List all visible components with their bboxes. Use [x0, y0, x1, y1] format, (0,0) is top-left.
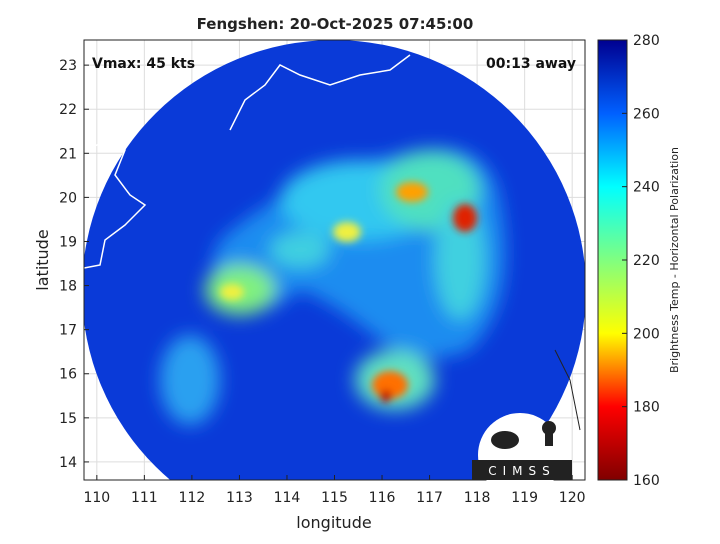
colorbar-tick-label: 260	[633, 106, 660, 122]
x-tick-label: 115	[321, 490, 348, 506]
x-tick-label: 116	[369, 490, 396, 506]
colorbar-tick-label: 160	[633, 473, 660, 489]
y-tick-label: 18	[59, 279, 77, 295]
colorbar-tick-label: 180	[633, 400, 660, 416]
y-tick-label: 22	[59, 102, 77, 118]
x-tick-label: 111	[131, 490, 158, 506]
x-axis-label: longitude	[296, 513, 371, 532]
logo: CIMSS	[472, 413, 572, 497]
y-tick-label: 21	[59, 146, 77, 162]
colorbar-tick-label: 220	[633, 253, 660, 269]
x-tick-label: 119	[511, 490, 538, 506]
colorbar-tick-label: 280	[633, 33, 660, 49]
annotation: 00:13 away	[486, 56, 576, 72]
x-tick-label: 117	[416, 490, 443, 506]
x-tick-label: 113	[226, 490, 253, 506]
x-tick-label: 118	[464, 490, 491, 506]
y-tick-label: 23	[59, 58, 77, 74]
imagery	[84, 40, 585, 480]
colorbar-label: Brightness Temp - Horizontal Polarizatio…	[668, 147, 681, 373]
y-tick-label: 14	[59, 455, 77, 471]
chart-title: Fengshen: 20-Oct-2025 07:45:00	[197, 15, 474, 33]
y-tick-label: 15	[59, 411, 77, 427]
y-tick-label: 19	[59, 234, 77, 250]
y-tick-label: 20	[59, 190, 77, 206]
colorbar-tick-label: 240	[633, 180, 660, 196]
x-tick-label: 120	[559, 490, 586, 506]
logo-text: CIMSS	[488, 464, 556, 478]
y-tick-label: 16	[59, 367, 77, 383]
x-tick-label: 114	[274, 490, 301, 506]
y-tick-label: 17	[59, 323, 77, 339]
y-axis-label: latitude	[33, 229, 52, 290]
annotation: Vmax: 45 kts	[92, 56, 195, 72]
x-tick-label: 112	[179, 490, 206, 506]
x-tick-label: 110	[83, 490, 110, 506]
colorbar-tick-label: 200	[633, 326, 660, 342]
